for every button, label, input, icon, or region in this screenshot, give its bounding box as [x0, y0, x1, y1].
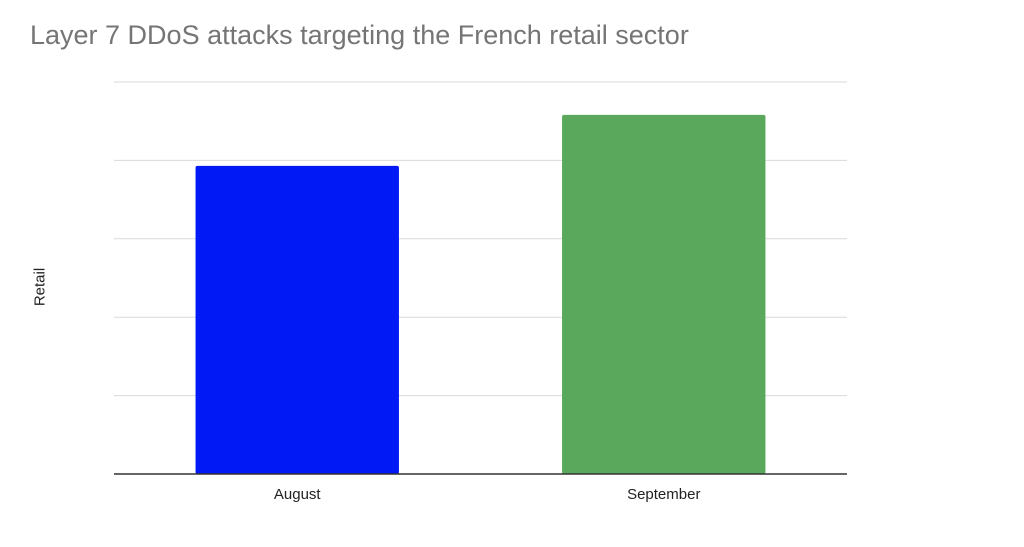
chart-title: Layer 7 DDoS attacks targeting the Frenc… — [30, 20, 689, 50]
bar-august — [195, 165, 399, 474]
x-tick-label: August — [274, 486, 322, 503]
bar-september — [562, 114, 766, 474]
x-tick-labels: August September — [274, 486, 701, 503]
bars — [195, 114, 766, 474]
x-tick-label: September — [627, 486, 700, 503]
